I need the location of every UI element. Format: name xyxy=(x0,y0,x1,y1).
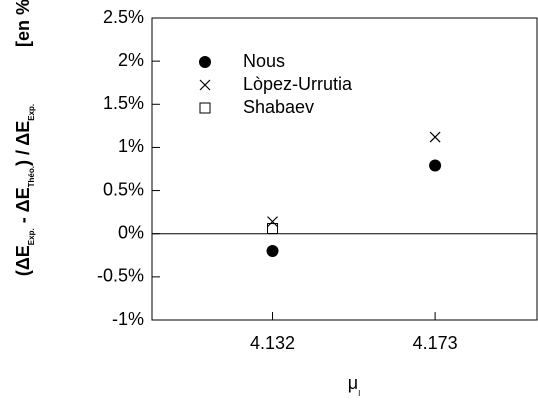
y-label-sub: Théo. xyxy=(27,166,36,187)
plot-frame xyxy=(151,17,538,321)
y-label-main: (ΔE xyxy=(13,245,33,276)
legend-marker xyxy=(199,79,211,91)
x-tick-label: 4.132 xyxy=(250,333,295,353)
legend-label: Nous xyxy=(243,51,285,71)
y-tick-label: 0.5% xyxy=(103,179,144,199)
y-tick-label: 1% xyxy=(118,136,144,156)
y-label-text: (ΔEExp. - ΔEThéo.) / ΔEExp. xyxy=(13,104,36,276)
legend-label: Lòpez-Urrutia xyxy=(243,74,353,94)
y-axis-label: (ΔEExp. - ΔEThéo.) / ΔEExp.[en %] xyxy=(13,0,36,276)
y-tick-label: 1.5% xyxy=(103,93,144,113)
point xyxy=(429,131,441,143)
point xyxy=(429,159,442,172)
x-label-sub: I xyxy=(358,389,360,398)
y-label-main: ) / ΔE xyxy=(13,121,33,166)
legend-marker xyxy=(199,56,211,68)
y-tick-label: 0% xyxy=(118,222,144,242)
y-label-sub: Exp. xyxy=(27,104,36,121)
y-label-main: - ΔE xyxy=(13,187,33,228)
x-label-main: μ xyxy=(348,373,358,393)
legend-label: Shabaev xyxy=(243,97,314,117)
y-tick-label: -0.5% xyxy=(97,266,144,286)
y-label-sub: Exp. xyxy=(27,228,36,245)
point xyxy=(267,216,278,228)
y-tick-label: 2.5% xyxy=(103,7,144,27)
x-axis-label: μI xyxy=(348,373,361,398)
point xyxy=(267,223,279,235)
x-tick-label: 4.173 xyxy=(413,333,458,353)
point xyxy=(266,244,279,257)
y-label-unit: [en %] xyxy=(13,0,33,47)
y-tick-label: -1% xyxy=(112,309,144,329)
legend-marker xyxy=(199,102,211,114)
y-tick-label: 2% xyxy=(118,50,144,70)
